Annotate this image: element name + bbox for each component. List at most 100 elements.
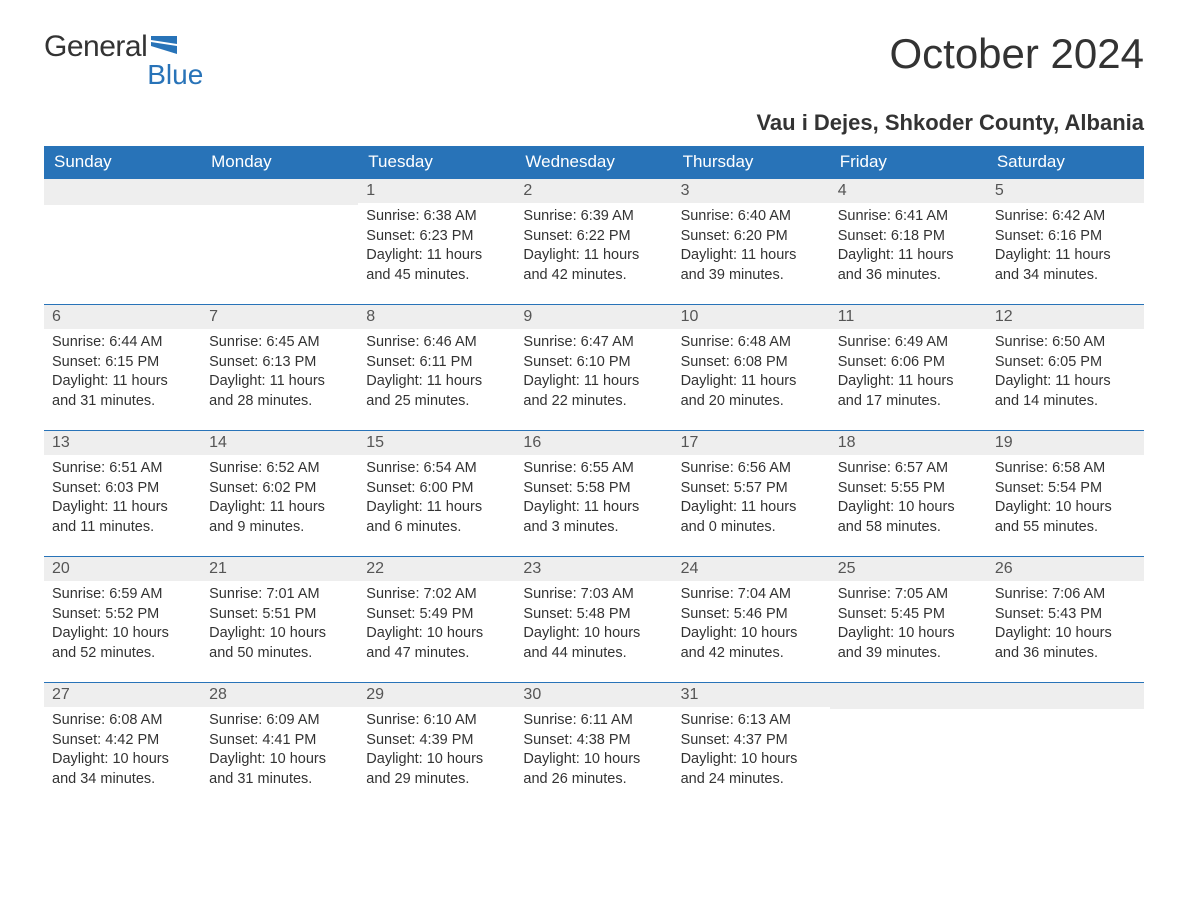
day-details: Sunrise: 6:38 AMSunset: 6:23 PMDaylight:…	[358, 203, 515, 293]
calendar-cell: 18Sunrise: 6:57 AMSunset: 5:55 PMDayligh…	[830, 431, 987, 557]
calendar-cell: 26Sunrise: 7:06 AMSunset: 5:43 PMDayligh…	[987, 557, 1144, 683]
day-details: Sunrise: 6:55 AMSunset: 5:58 PMDaylight:…	[515, 455, 672, 545]
day-number: 27	[44, 683, 201, 707]
day-details: Sunrise: 6:54 AMSunset: 6:00 PMDaylight:…	[358, 455, 515, 545]
day-number: 22	[358, 557, 515, 581]
day-number: 23	[515, 557, 672, 581]
weekday-header: Wednesday	[515, 146, 672, 179]
empty-day-header	[987, 683, 1144, 709]
calendar-cell: 20Sunrise: 6:59 AMSunset: 5:52 PMDayligh…	[44, 557, 201, 683]
calendar-cell: 21Sunrise: 7:01 AMSunset: 5:51 PMDayligh…	[201, 557, 358, 683]
calendar-cell: 3Sunrise: 6:40 AMSunset: 6:20 PMDaylight…	[673, 179, 830, 305]
day-details: Sunrise: 7:02 AMSunset: 5:49 PMDaylight:…	[358, 581, 515, 671]
day-details: Sunrise: 6:57 AMSunset: 5:55 PMDaylight:…	[830, 455, 987, 545]
day-details: Sunrise: 6:50 AMSunset: 6:05 PMDaylight:…	[987, 329, 1144, 419]
calendar-cell: 25Sunrise: 7:05 AMSunset: 5:45 PMDayligh…	[830, 557, 987, 683]
calendar-cell	[987, 683, 1144, 809]
day-details: Sunrise: 6:46 AMSunset: 6:11 PMDaylight:…	[358, 329, 515, 419]
calendar-cell: 29Sunrise: 6:10 AMSunset: 4:39 PMDayligh…	[358, 683, 515, 809]
weekday-header: Friday	[830, 146, 987, 179]
day-number: 7	[201, 305, 358, 329]
calendar-cell: 1Sunrise: 6:38 AMSunset: 6:23 PMDaylight…	[358, 179, 515, 305]
day-number: 24	[673, 557, 830, 581]
day-number: 21	[201, 557, 358, 581]
day-number: 29	[358, 683, 515, 707]
day-details: Sunrise: 6:39 AMSunset: 6:22 PMDaylight:…	[515, 203, 672, 293]
day-number: 28	[201, 683, 358, 707]
calendar-cell: 27Sunrise: 6:08 AMSunset: 4:42 PMDayligh…	[44, 683, 201, 809]
calendar-cell: 15Sunrise: 6:54 AMSunset: 6:00 PMDayligh…	[358, 431, 515, 557]
day-number: 9	[515, 305, 672, 329]
day-number: 12	[987, 305, 1144, 329]
day-details: Sunrise: 6:56 AMSunset: 5:57 PMDaylight:…	[673, 455, 830, 545]
day-number: 19	[987, 431, 1144, 455]
day-number: 4	[830, 179, 987, 203]
weekday-header: Thursday	[673, 146, 830, 179]
calendar-cell: 9Sunrise: 6:47 AMSunset: 6:10 PMDaylight…	[515, 305, 672, 431]
day-details: Sunrise: 6:42 AMSunset: 6:16 PMDaylight:…	[987, 203, 1144, 293]
day-details: Sunrise: 6:10 AMSunset: 4:39 PMDaylight:…	[358, 707, 515, 797]
calendar-cell: 4Sunrise: 6:41 AMSunset: 6:18 PMDaylight…	[830, 179, 987, 305]
calendar-row: 1Sunrise: 6:38 AMSunset: 6:23 PMDaylight…	[44, 179, 1144, 305]
title-block: October 2024	[889, 30, 1144, 78]
calendar-page: General October 2024 General Blue Vau i …	[44, 30, 1144, 809]
calendar-row: 13Sunrise: 6:51 AMSunset: 6:03 PMDayligh…	[44, 431, 1144, 557]
calendar-cell: 6Sunrise: 6:44 AMSunset: 6:15 PMDaylight…	[44, 305, 201, 431]
location-text: Vau i Dejes, Shkoder County, Albania	[44, 110, 1144, 136]
day-number: 8	[358, 305, 515, 329]
day-details: Sunrise: 6:52 AMSunset: 6:02 PMDaylight:…	[201, 455, 358, 545]
empty-day-header	[830, 683, 987, 709]
day-number: 31	[673, 683, 830, 707]
calendar-cell: 2Sunrise: 6:39 AMSunset: 6:22 PMDaylight…	[515, 179, 672, 305]
weekday-header-row: SundayMondayTuesdayWednesdayThursdayFrid…	[44, 146, 1144, 179]
calendar-cell: 11Sunrise: 6:49 AMSunset: 6:06 PMDayligh…	[830, 305, 987, 431]
day-details: Sunrise: 6:11 AMSunset: 4:38 PMDaylight:…	[515, 707, 672, 797]
day-number: 25	[830, 557, 987, 581]
calendar-cell: 5Sunrise: 6:42 AMSunset: 6:16 PMDaylight…	[987, 179, 1144, 305]
day-number: 1	[358, 179, 515, 203]
calendar-cell: 31Sunrise: 6:13 AMSunset: 4:37 PMDayligh…	[673, 683, 830, 809]
calendar-cell: 17Sunrise: 6:56 AMSunset: 5:57 PMDayligh…	[673, 431, 830, 557]
day-number: 13	[44, 431, 201, 455]
day-number: 2	[515, 179, 672, 203]
calendar-cell: 10Sunrise: 6:48 AMSunset: 6:08 PMDayligh…	[673, 305, 830, 431]
calendar-cell: 23Sunrise: 7:03 AMSunset: 5:48 PMDayligh…	[515, 557, 672, 683]
calendar-body: 1Sunrise: 6:38 AMSunset: 6:23 PMDaylight…	[44, 179, 1144, 809]
day-number: 10	[673, 305, 830, 329]
calendar-cell: 14Sunrise: 6:52 AMSunset: 6:02 PMDayligh…	[201, 431, 358, 557]
logo-flag-icon	[151, 36, 177, 61]
day-details: Sunrise: 7:05 AMSunset: 5:45 PMDaylight:…	[830, 581, 987, 671]
calendar-cell	[830, 683, 987, 809]
day-number: 18	[830, 431, 987, 455]
logo-text-blue: Blue	[147, 59, 203, 91]
calendar-cell: 7Sunrise: 6:45 AMSunset: 6:13 PMDaylight…	[201, 305, 358, 431]
day-number: 6	[44, 305, 201, 329]
day-number: 20	[44, 557, 201, 581]
day-details: Sunrise: 6:58 AMSunset: 5:54 PMDaylight:…	[987, 455, 1144, 545]
calendar-cell: 22Sunrise: 7:02 AMSunset: 5:49 PMDayligh…	[358, 557, 515, 683]
weekday-header: Tuesday	[358, 146, 515, 179]
calendar-cell	[201, 179, 358, 305]
logo-text-general: General	[44, 30, 147, 64]
day-details: Sunrise: 7:03 AMSunset: 5:48 PMDaylight:…	[515, 581, 672, 671]
day-number: 14	[201, 431, 358, 455]
day-number: 16	[515, 431, 672, 455]
day-details: Sunrise: 6:47 AMSunset: 6:10 PMDaylight:…	[515, 329, 672, 419]
calendar-cell: 28Sunrise: 6:09 AMSunset: 4:41 PMDayligh…	[201, 683, 358, 809]
calendar-cell: 8Sunrise: 6:46 AMSunset: 6:11 PMDaylight…	[358, 305, 515, 431]
day-number: 3	[673, 179, 830, 203]
day-number: 5	[987, 179, 1144, 203]
month-title: October 2024	[889, 30, 1144, 78]
calendar-row: 6Sunrise: 6:44 AMSunset: 6:15 PMDaylight…	[44, 305, 1144, 431]
calendar-cell: 12Sunrise: 6:50 AMSunset: 6:05 PMDayligh…	[987, 305, 1144, 431]
empty-day-header	[44, 179, 201, 205]
calendar-cell: 30Sunrise: 6:11 AMSunset: 4:38 PMDayligh…	[515, 683, 672, 809]
day-details: Sunrise: 6:40 AMSunset: 6:20 PMDaylight:…	[673, 203, 830, 293]
day-details: Sunrise: 6:41 AMSunset: 6:18 PMDaylight:…	[830, 203, 987, 293]
day-number: 30	[515, 683, 672, 707]
calendar-row: 27Sunrise: 6:08 AMSunset: 4:42 PMDayligh…	[44, 683, 1144, 809]
day-number: 15	[358, 431, 515, 455]
calendar-cell: 24Sunrise: 7:04 AMSunset: 5:46 PMDayligh…	[673, 557, 830, 683]
weekday-header: Monday	[201, 146, 358, 179]
calendar-cell: 13Sunrise: 6:51 AMSunset: 6:03 PMDayligh…	[44, 431, 201, 557]
